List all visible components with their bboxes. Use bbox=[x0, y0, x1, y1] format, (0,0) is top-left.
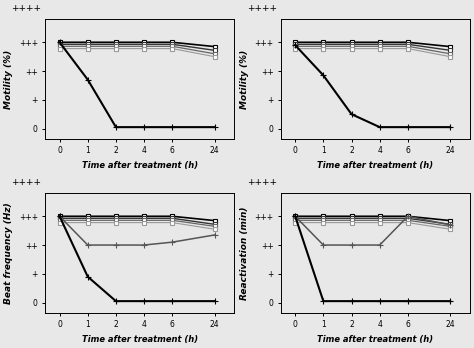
X-axis label: Time after treatment (h): Time after treatment (h) bbox=[82, 161, 198, 170]
Text: ++++: ++++ bbox=[11, 4, 42, 13]
Y-axis label: Motility (%): Motility (%) bbox=[4, 49, 13, 109]
Y-axis label: Reactivation (min): Reactivation (min) bbox=[240, 206, 249, 300]
X-axis label: Time after treatment (h): Time after treatment (h) bbox=[318, 161, 434, 170]
Y-axis label: Beat frequency (Hz): Beat frequency (Hz) bbox=[4, 202, 13, 304]
Text: ++++: ++++ bbox=[247, 4, 277, 13]
Text: ++++: ++++ bbox=[11, 178, 42, 187]
X-axis label: Time after treatment (h): Time after treatment (h) bbox=[318, 335, 434, 344]
Text: ++++: ++++ bbox=[247, 178, 277, 187]
Y-axis label: Motility (%): Motility (%) bbox=[240, 49, 249, 109]
X-axis label: Time after treatment (h): Time after treatment (h) bbox=[82, 335, 198, 344]
